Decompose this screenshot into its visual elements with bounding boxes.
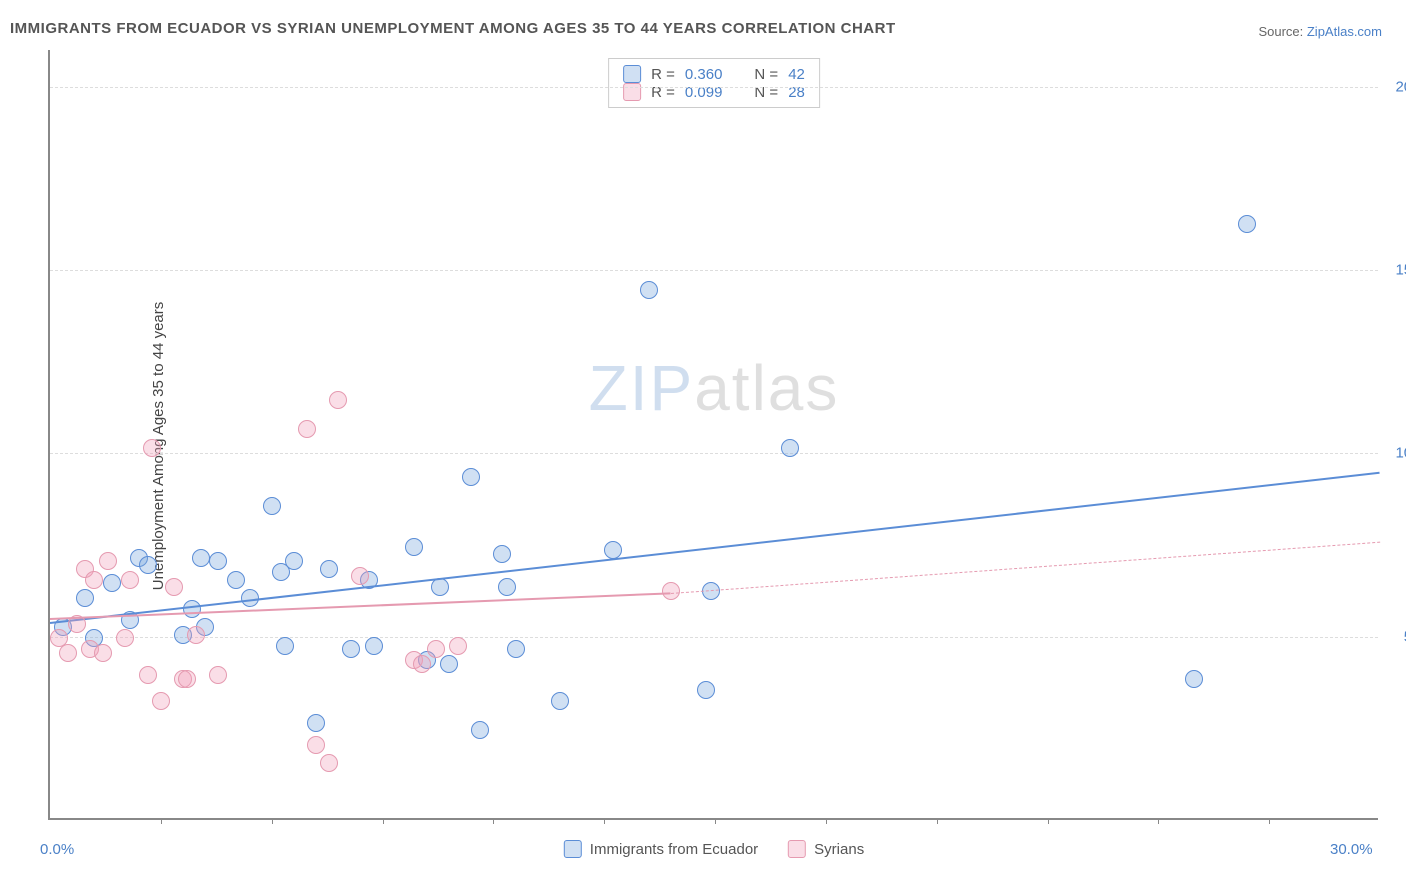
y-tick-label: 15.0% bbox=[1383, 262, 1406, 279]
scatter-point-syrians bbox=[139, 666, 157, 684]
x-tick-mark bbox=[715, 818, 716, 824]
x-tick-label: 0.0% bbox=[40, 841, 74, 858]
n-label: N = bbox=[754, 66, 778, 83]
scatter-point-ecuador bbox=[1185, 670, 1203, 688]
scatter-point-syrians bbox=[187, 626, 205, 644]
chart-title: IMMIGRANTS FROM ECUADOR VS SYRIAN UNEMPL… bbox=[10, 20, 896, 37]
scatter-point-ecuador bbox=[640, 281, 658, 299]
scatter-point-syrians bbox=[99, 552, 117, 570]
source-link[interactable]: ZipAtlas.com bbox=[1307, 24, 1382, 39]
legend-label-ecuador: Immigrants from Ecuador bbox=[590, 841, 758, 858]
scatter-point-syrians bbox=[427, 640, 445, 658]
scatter-point-ecuador bbox=[227, 571, 245, 589]
watermark: ZIPatlas bbox=[589, 351, 840, 425]
grid-line bbox=[50, 87, 1378, 88]
scatter-point-ecuador bbox=[320, 560, 338, 578]
scatter-point-syrians bbox=[298, 420, 316, 438]
series-legend: Immigrants from Ecuador Syrians bbox=[564, 840, 864, 858]
x-tick-mark bbox=[1158, 818, 1159, 824]
trend-line bbox=[50, 472, 1380, 624]
scatter-point-ecuador bbox=[103, 574, 121, 592]
scatter-point-ecuador bbox=[440, 655, 458, 673]
scatter-point-syrians bbox=[351, 567, 369, 585]
x-tick-mark bbox=[604, 818, 605, 824]
x-tick-label: 30.0% bbox=[1330, 841, 1373, 858]
grid-line bbox=[50, 270, 1378, 271]
scatter-point-ecuador bbox=[307, 714, 325, 732]
x-tick-mark bbox=[937, 818, 938, 824]
scatter-point-ecuador bbox=[365, 637, 383, 655]
scatter-point-ecuador bbox=[781, 439, 799, 457]
scatter-point-syrians bbox=[152, 692, 170, 710]
scatter-point-syrians bbox=[449, 637, 467, 655]
scatter-point-ecuador bbox=[342, 640, 360, 658]
scatter-point-ecuador bbox=[405, 538, 423, 556]
scatter-point-ecuador bbox=[192, 549, 210, 567]
r-label: R = bbox=[651, 66, 675, 83]
scatter-point-ecuador bbox=[76, 589, 94, 607]
scatter-point-ecuador bbox=[285, 552, 303, 570]
x-tick-mark bbox=[272, 818, 273, 824]
scatter-point-ecuador bbox=[1238, 215, 1256, 233]
x-tick-mark bbox=[161, 818, 162, 824]
r-value-ecuador: 0.360 bbox=[685, 66, 723, 83]
stats-legend: R = 0.360 N = 42 R = 0.099 N = 28 bbox=[608, 58, 820, 108]
watermark-zip: ZIP bbox=[589, 352, 695, 424]
x-tick-mark bbox=[383, 818, 384, 824]
scatter-point-ecuador bbox=[139, 556, 157, 574]
legend-swatch-syrians bbox=[788, 840, 806, 858]
x-tick-mark bbox=[493, 818, 494, 824]
x-tick-mark bbox=[1048, 818, 1049, 824]
scatter-point-syrians bbox=[413, 655, 431, 673]
scatter-point-ecuador bbox=[551, 692, 569, 710]
scatter-point-syrians bbox=[143, 439, 161, 457]
scatter-point-ecuador bbox=[431, 578, 449, 596]
grid-line bbox=[50, 453, 1378, 454]
scatter-point-ecuador bbox=[209, 552, 227, 570]
scatter-point-syrians bbox=[94, 644, 112, 662]
scatter-point-ecuador bbox=[183, 600, 201, 618]
scatter-point-ecuador bbox=[276, 637, 294, 655]
scatter-point-ecuador bbox=[507, 640, 525, 658]
scatter-point-ecuador bbox=[493, 545, 511, 563]
scatter-point-syrians bbox=[209, 666, 227, 684]
scatter-point-syrians bbox=[307, 736, 325, 754]
x-tick-mark bbox=[826, 818, 827, 824]
scatter-point-ecuador bbox=[498, 578, 516, 596]
legend-label-syrians: Syrians bbox=[814, 841, 864, 858]
scatter-point-syrians bbox=[59, 644, 77, 662]
y-tick-label: 5.0% bbox=[1383, 628, 1406, 645]
legend-swatch-ecuador bbox=[564, 840, 582, 858]
trend-line bbox=[50, 593, 671, 621]
scatter-point-syrians bbox=[662, 582, 680, 600]
scatter-point-ecuador bbox=[462, 468, 480, 486]
scatter-point-syrians bbox=[121, 571, 139, 589]
x-tick-mark bbox=[1269, 818, 1270, 824]
scatter-point-ecuador bbox=[471, 721, 489, 739]
watermark-atlas: atlas bbox=[694, 352, 839, 424]
source-prefix: Source: bbox=[1258, 24, 1306, 39]
swatch-ecuador bbox=[623, 65, 641, 83]
scatter-point-ecuador bbox=[263, 497, 281, 515]
scatter-point-syrians bbox=[165, 578, 183, 596]
legend-item-syrians: Syrians bbox=[788, 840, 864, 858]
y-tick-label: 20.0% bbox=[1383, 78, 1406, 95]
y-tick-label: 10.0% bbox=[1383, 445, 1406, 462]
scatter-point-ecuador bbox=[697, 681, 715, 699]
stats-row-ecuador: R = 0.360 N = 42 bbox=[623, 65, 805, 83]
scatter-point-syrians bbox=[85, 571, 103, 589]
scatter-point-syrians bbox=[178, 670, 196, 688]
source-attribution: Source: ZipAtlas.com bbox=[1258, 24, 1382, 39]
scatter-point-syrians bbox=[320, 754, 338, 772]
legend-item-ecuador: Immigrants from Ecuador bbox=[564, 840, 758, 858]
plot-area: ZIPatlas R = 0.360 N = 42 R = 0.099 N = … bbox=[48, 50, 1378, 820]
n-value-ecuador: 42 bbox=[788, 66, 805, 83]
scatter-point-syrians bbox=[116, 629, 134, 647]
scatter-point-syrians bbox=[329, 391, 347, 409]
trend-line bbox=[671, 541, 1380, 593]
grid-line bbox=[50, 637, 1378, 638]
